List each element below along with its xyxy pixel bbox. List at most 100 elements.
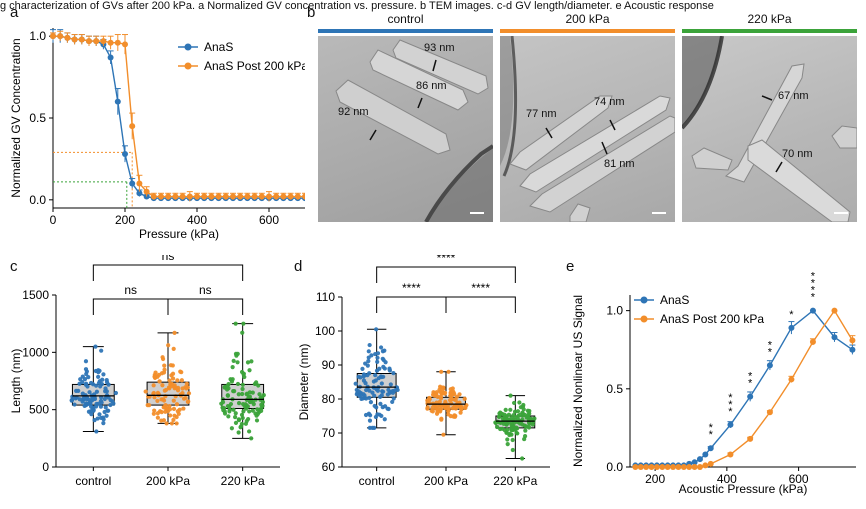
legend-label: AnaS (660, 293, 689, 307)
data-point (500, 426, 505, 431)
data-point (165, 193, 172, 200)
data-point (375, 355, 380, 360)
significance-star: * (748, 378, 753, 390)
data-point (99, 348, 104, 353)
data-point (659, 464, 666, 470)
data-point (153, 370, 158, 375)
data-point (363, 412, 369, 418)
data-point (261, 393, 266, 398)
data-point (179, 193, 186, 200)
data-point (170, 376, 176, 381)
x-tick-label: control (359, 474, 395, 488)
data-point (462, 396, 467, 402)
data-point (495, 424, 500, 430)
data-point (175, 378, 180, 383)
data-point (240, 415, 245, 421)
data-point (520, 456, 525, 461)
data-point (431, 390, 436, 395)
data-point (239, 412, 245, 417)
data-point (222, 409, 227, 414)
tem-image-220kpa: 67 nm 70 nm (682, 36, 857, 222)
data-point (220, 405, 225, 410)
data-point (747, 435, 754, 442)
x-tick-label: control (75, 474, 111, 488)
legend-label: AnaS Post 200 kPa (660, 312, 764, 326)
data-point (379, 374, 384, 380)
data-point (100, 377, 105, 382)
tem-panel: control 92 nm 86 nm 93 nm 200 kPa (318, 0, 866, 255)
data-point (365, 373, 370, 378)
data-point (167, 386, 172, 391)
data-point (185, 385, 190, 390)
data-point (246, 416, 251, 422)
data-point (150, 193, 157, 200)
data-point (247, 399, 253, 405)
data-point (458, 410, 463, 415)
tem-title-200kpa: 200 kPa (565, 12, 610, 26)
data-point (151, 383, 156, 388)
data-point (766, 409, 773, 416)
data-point (250, 408, 255, 413)
data-point (505, 442, 510, 447)
chart-e-acoustic: 200 400 600 0.0 0.5 1.0 Acoustic Pressure (kPa… (571, 271, 856, 496)
significance-bracket (376, 296, 447, 313)
data-point (94, 429, 99, 434)
y-tick-label: 500 (29, 403, 49, 417)
data-point (532, 416, 537, 421)
significance-label: ns (124, 283, 137, 297)
y-tick-label: 0.5 (606, 382, 623, 396)
data-point (443, 399, 448, 404)
data-point (232, 389, 237, 394)
legend-marker (184, 43, 192, 51)
x-tick-label: 600 (259, 213, 279, 227)
data-point (368, 400, 374, 405)
data-point (103, 405, 108, 410)
data-point (259, 408, 264, 414)
tem-measure-label: 81 nm (604, 158, 635, 170)
significance-star: * (768, 339, 773, 351)
data-point (78, 36, 85, 43)
significance-star: * (709, 422, 714, 434)
data-point (227, 404, 232, 410)
data-point (83, 401, 89, 406)
significance-bracket (92, 264, 244, 281)
data-point (185, 399, 190, 404)
x-axis-label: Acoustic Pressure (kPa) (679, 482, 808, 496)
data-point (233, 411, 238, 416)
data-point (106, 408, 111, 413)
significance-label: ns (162, 255, 175, 263)
data-point (225, 393, 231, 398)
significance-label: **** (437, 255, 456, 265)
data-point (85, 384, 90, 389)
data-point (377, 412, 382, 417)
data-point (522, 436, 527, 442)
panel-label-b: b (307, 4, 316, 21)
data-point (442, 391, 447, 396)
data-point (155, 415, 160, 420)
data-point (356, 374, 361, 379)
data-point (680, 464, 687, 470)
y-tick-label: 110 (316, 290, 335, 304)
data-point (180, 386, 185, 391)
data-point (366, 349, 371, 354)
significance-bracket (92, 298, 169, 315)
data-point (367, 342, 372, 348)
x-tick-label: 200 kPa (424, 474, 468, 488)
data-point (360, 396, 365, 401)
data-point (249, 359, 254, 364)
data-point (437, 399, 442, 404)
data-point (675, 464, 682, 470)
data-point (208, 193, 215, 200)
data-point (363, 361, 368, 366)
data-point (152, 374, 157, 379)
y-tick-label: 100 (315, 324, 335, 338)
data-point (170, 371, 176, 376)
data-point (186, 193, 193, 200)
data-point (101, 372, 106, 377)
significance-star: * (811, 278, 816, 290)
tem-measure-label: 70 nm (782, 148, 813, 160)
data-point (240, 391, 245, 397)
data-point (370, 390, 375, 395)
significance-bracket (167, 298, 244, 315)
data-point (113, 390, 119, 396)
